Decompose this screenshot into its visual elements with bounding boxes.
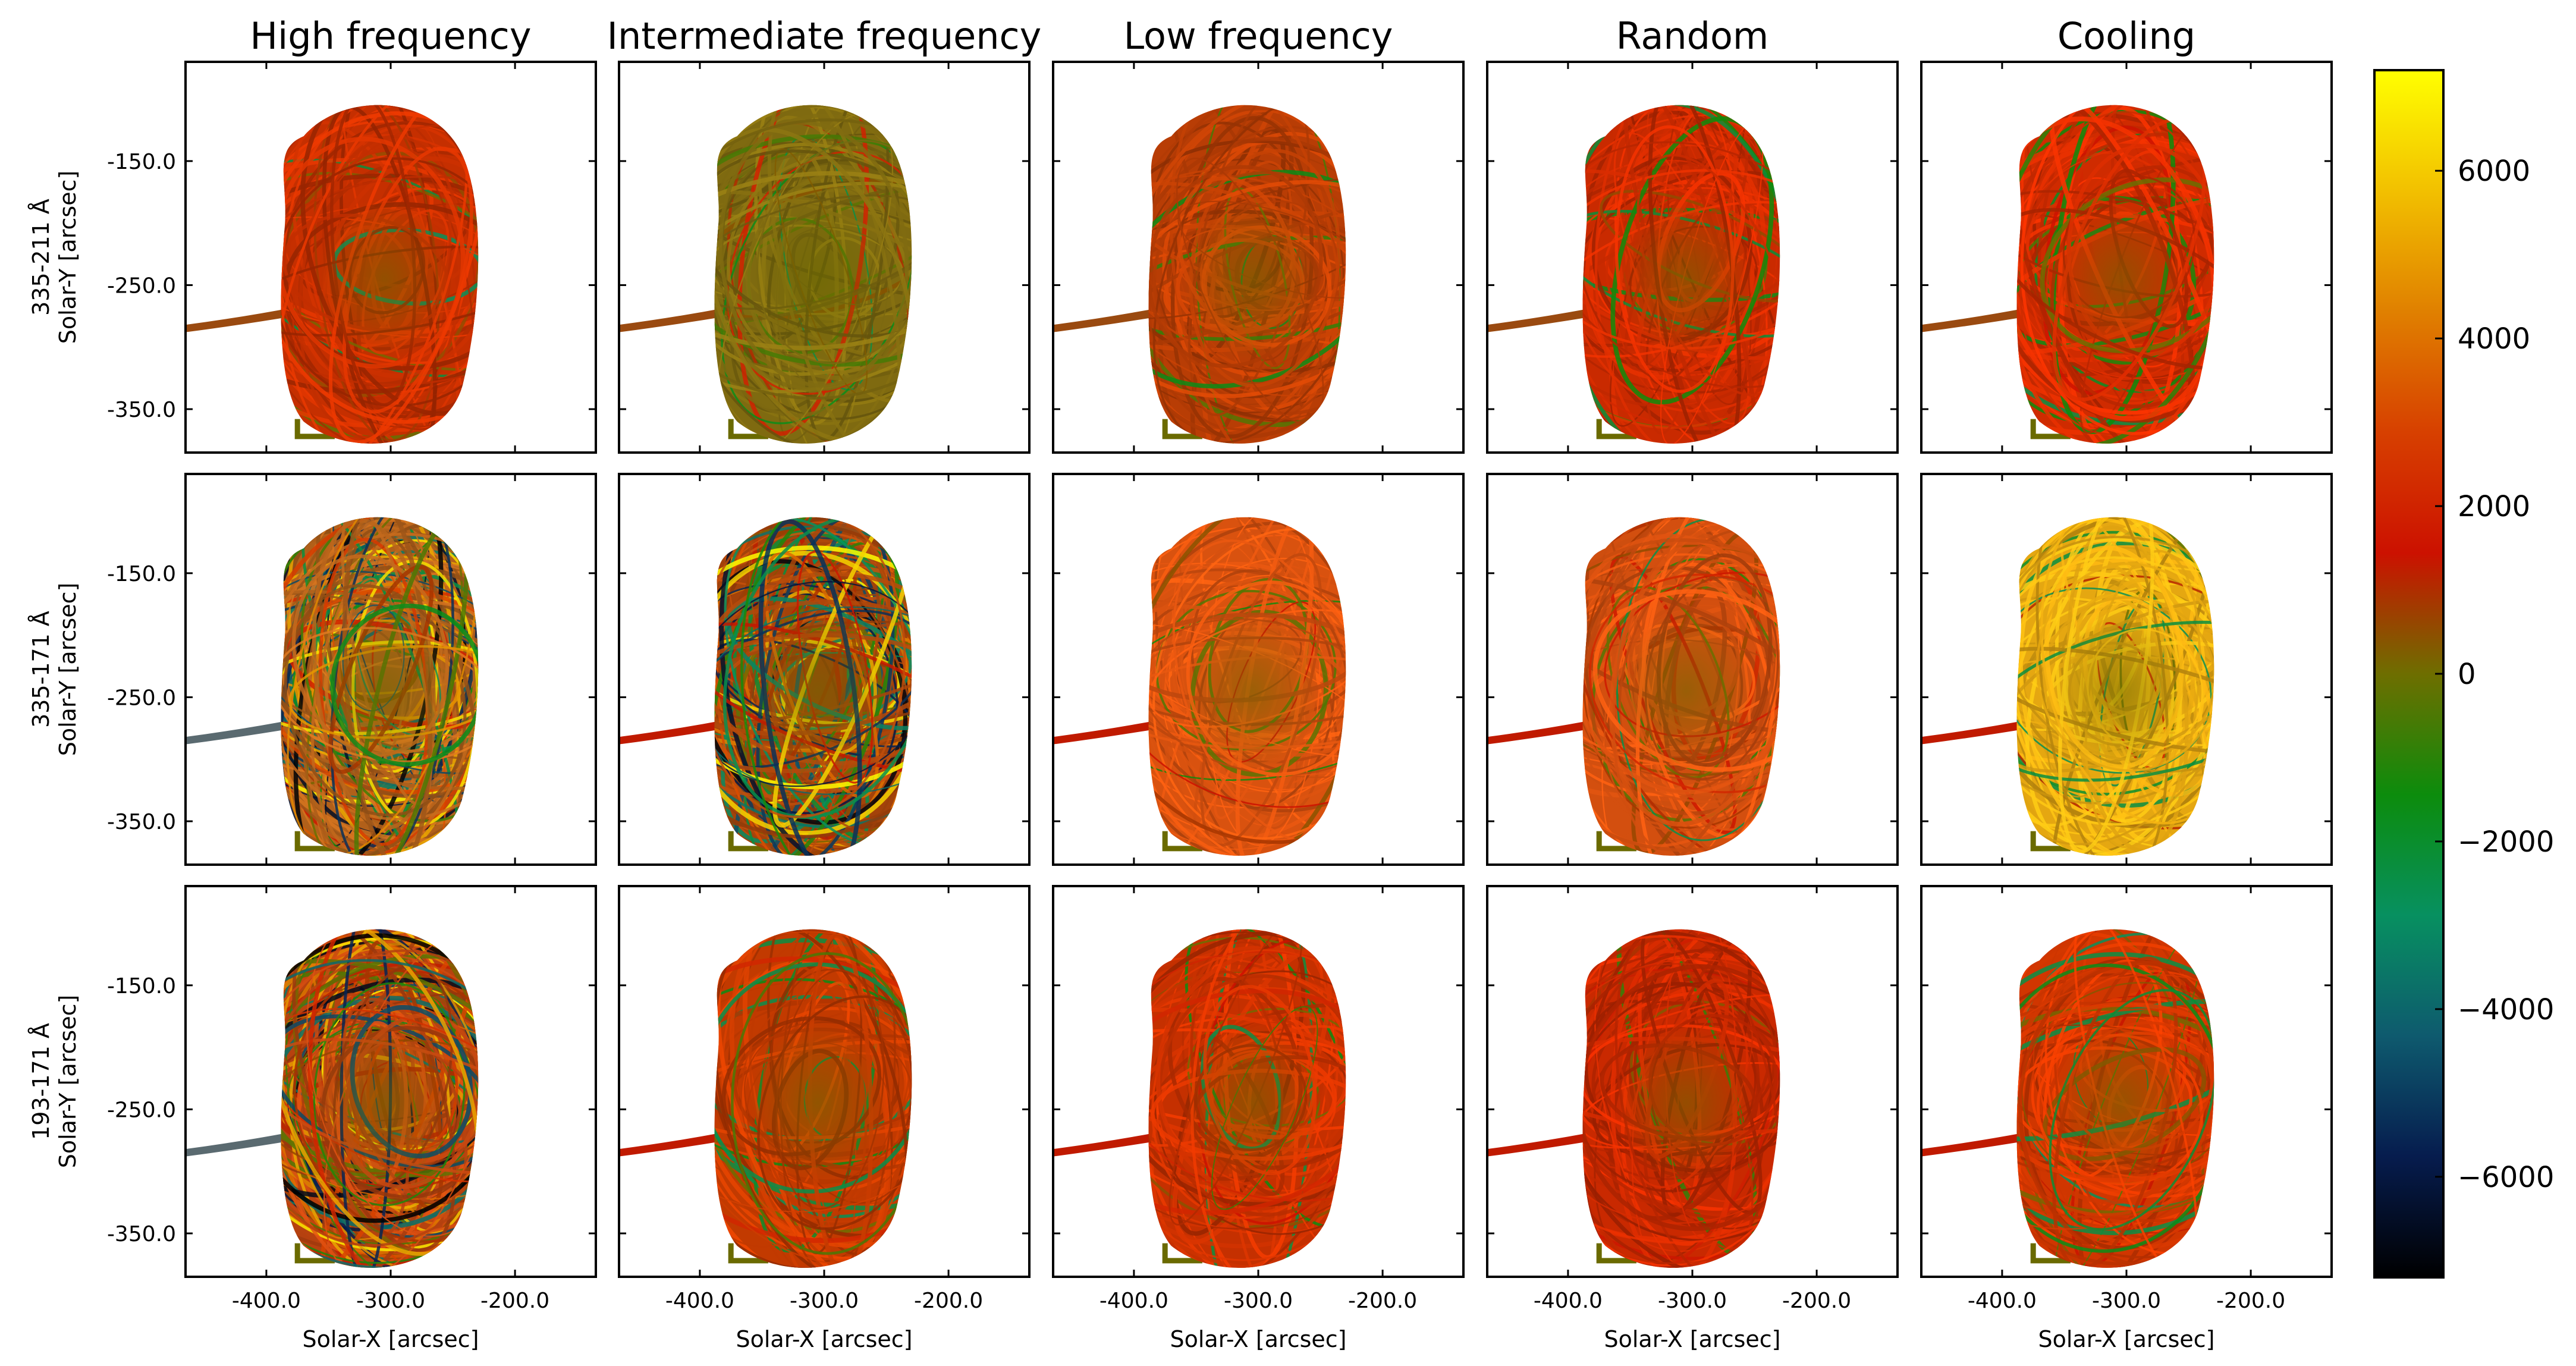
colorbar-tick-label: 6000 (2458, 155, 2530, 188)
x-tick-label: -300.0 (356, 1289, 425, 1313)
hook-streak (1162, 419, 1202, 439)
x-tick-label: -400.0 (1099, 1289, 1168, 1313)
column-title: High frequency (250, 14, 531, 58)
y-tick-label: -250.0 (107, 686, 176, 710)
x-tick-label: -400.0 (232, 1289, 301, 1313)
colorbar-tick-label: 0 (2458, 658, 2476, 691)
panel-r1-c5: Cooling (1920, 14, 2333, 454)
hook-streak (728, 831, 768, 852)
x-axis-label: Solar-X [arcsec] (302, 1326, 479, 1352)
x-axis-label: Solar-X [arcsec] (1604, 1326, 1780, 1352)
hook-streak (1596, 419, 1636, 439)
hook-streak (294, 1243, 335, 1264)
hook-streak (1162, 831, 1202, 852)
panel-r2-c5 (1920, 473, 2333, 866)
column-title: Cooling (2057, 14, 2195, 58)
hook-streak (1162, 1243, 1202, 1264)
panel-grid: -150.0 -250.0 -350.0 High frequency 335-211 … (28, 14, 2333, 1352)
colorbar-tick-label: 4000 (2458, 322, 2530, 356)
x-tick-label: -400.0 (1534, 1289, 1603, 1313)
row-label: 335-211 Å (28, 199, 54, 316)
x-tick-label: -200.0 (1348, 1289, 1417, 1313)
tail-streak (1921, 1131, 2030, 1157)
colorbar-gradient (2373, 69, 2445, 1279)
x-axis-label: Solar-X [arcsec] (736, 1326, 912, 1352)
y-tick-label: -150.0 (107, 562, 176, 586)
tail-streak (1487, 719, 1595, 745)
tail-streak (619, 719, 727, 745)
panel-r2-c4 (1486, 473, 1899, 866)
x-tick-label: -300.0 (1224, 1289, 1293, 1313)
row-label: 335-171 Å (28, 611, 54, 728)
hook-streak (1596, 1243, 1636, 1264)
tail-streak (1921, 719, 2030, 745)
panel-r1-c3: Low frequency (1052, 14, 1465, 454)
x-tick-label: -200.0 (480, 1289, 549, 1313)
hook-streak (2030, 419, 2071, 439)
colorbar-tick-label: −4000 (2458, 993, 2554, 1026)
x-axis-label: Solar-X [arcsec] (1170, 1326, 1346, 1352)
tail-streak (1487, 1131, 1595, 1157)
panel-r2-c3 (1052, 473, 1465, 866)
hook-streak (728, 1243, 768, 1264)
x-tick-label: -300.0 (1658, 1289, 1727, 1313)
column-title: Random (1616, 14, 1769, 58)
y-tick-label: -150.0 (107, 974, 176, 998)
y-tick-label: -350.0 (107, 398, 176, 422)
panel-r1-c4: Random (1486, 14, 1899, 454)
x-tick-label: -400.0 (665, 1289, 734, 1313)
hook-streak (2030, 1243, 2071, 1264)
tail-streak (1053, 307, 1161, 332)
x-tick-label: -300.0 (2092, 1289, 2161, 1313)
tail-streak (619, 1131, 727, 1157)
hook-streak (294, 831, 335, 852)
hook-streak (728, 419, 768, 439)
tail-streak (186, 719, 294, 745)
x-tick-label: -200.0 (914, 1289, 983, 1313)
y-axis-label: Solar-Y [arcsec] (55, 583, 81, 756)
tail-streak (619, 307, 727, 332)
tail-streak (186, 307, 294, 332)
panel-r2-c2 (618, 473, 1031, 866)
y-tick-label: -150.0 (107, 150, 176, 174)
x-tick-label: -200.0 (1782, 1289, 1851, 1313)
row-label: 193-171 Å (28, 1023, 54, 1140)
x-tick-label: -400.0 (1968, 1289, 2037, 1313)
tail-streak (1487, 307, 1595, 332)
panel-r2-c1: -150.0 -250.0 -350.0 335-171 Å Solar-Y [arcs… (28, 473, 597, 866)
tail-streak (186, 1131, 294, 1157)
y-tick-label: -350.0 (107, 1222, 176, 1246)
x-tick-label: -300.0 (790, 1289, 859, 1313)
tail-streak (1921, 307, 2030, 332)
hook-streak (2030, 831, 2071, 852)
panel-r3-c1: -400.0 -300.0 -200.0 -150.0 -250.0 -350.0 Sola… (28, 885, 597, 1352)
y-axis-label: Solar-Y [arcsec] (55, 995, 81, 1169)
column-title: Intermediate frequency (607, 14, 1042, 58)
column-title: Low frequency (1124, 14, 1393, 58)
tail-streak (1053, 1131, 1161, 1157)
colorbar-tick-label: 2000 (2458, 490, 2530, 523)
x-axis-label: Solar-X [arcsec] (2038, 1326, 2214, 1352)
hook-streak (294, 419, 335, 439)
y-tick-label: -250.0 (107, 1098, 176, 1122)
colorbar-tick-label: −6000 (2458, 1161, 2554, 1194)
colorbar-tick-label: −2000 (2458, 825, 2554, 859)
hook-streak (1596, 831, 1636, 852)
y-tick-label: -250.0 (107, 274, 176, 298)
panel-r1-c2: Intermediate frequency (607, 14, 1042, 454)
colorbar: 6000 4000 2000 0 −2000 −4000 −6000 (2373, 69, 2554, 1279)
panel-r1-c1: -150.0 -250.0 -350.0 High frequency 335-211 … (28, 14, 597, 454)
y-axis-label: Solar-Y [arcsec] (55, 171, 81, 344)
tail-streak (1053, 719, 1161, 745)
y-tick-label: -350.0 (107, 810, 176, 834)
x-tick-label: -200.0 (2216, 1289, 2285, 1313)
